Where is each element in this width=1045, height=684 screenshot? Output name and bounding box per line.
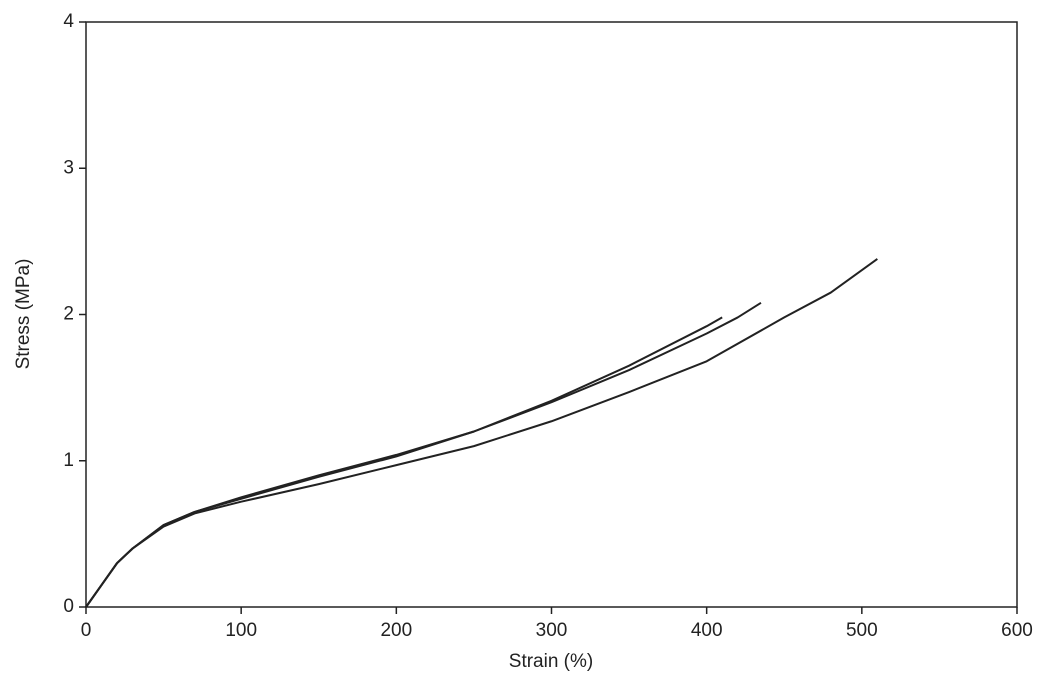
data-line [85, 316, 723, 608]
x-tick-label: 600 [1001, 620, 1033, 641]
x-tick-label: 100 [225, 620, 257, 641]
y-axis-label: Stress (MPa) [13, 259, 34, 370]
y-tick-label: 2 [63, 304, 74, 325]
data-line [85, 258, 878, 608]
data-line [85, 301, 762, 608]
x-tick-label: 500 [846, 620, 878, 641]
y-tick-label: 0 [63, 596, 74, 617]
x-tick-label: 300 [536, 620, 568, 641]
plot-frame [85, 21, 1018, 608]
x-tick-label: 200 [380, 620, 412, 641]
y-tick-label: 4 [63, 11, 74, 32]
x-axis-label: Strain (%) [509, 651, 593, 672]
x-tick-label: 0 [81, 620, 92, 641]
y-tick-label: 3 [63, 157, 74, 178]
y-tick-label: 1 [63, 450, 74, 471]
x-tick-label: 400 [691, 620, 723, 641]
